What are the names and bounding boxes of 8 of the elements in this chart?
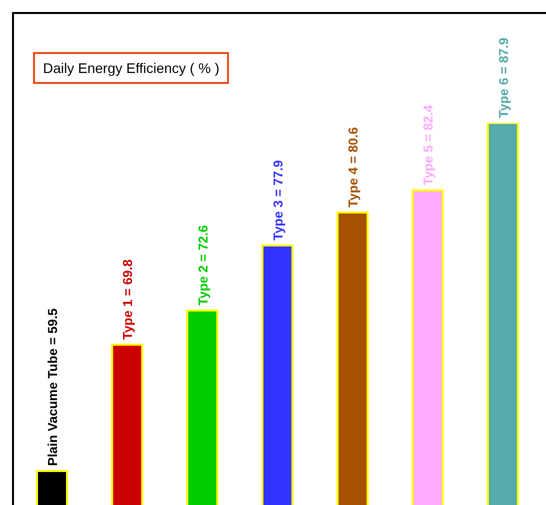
data-label: Type 5 = 82.4: [420, 104, 436, 186]
data-label: Type 6 = 87.9: [496, 38, 511, 118]
chart-title: Daily Energy Efficiency ( % ): [33, 52, 230, 84]
data-label: Type 2 = 72.6: [195, 225, 210, 306]
data-label: Type 4 = 80.6: [346, 127, 361, 208]
data-label: Type 1 = 69.8: [120, 259, 136, 340]
data-label: Type 3 = 77.9: [270, 160, 286, 241]
data-label: Plain Vacume Tube = 59.5: [45, 308, 60, 466]
